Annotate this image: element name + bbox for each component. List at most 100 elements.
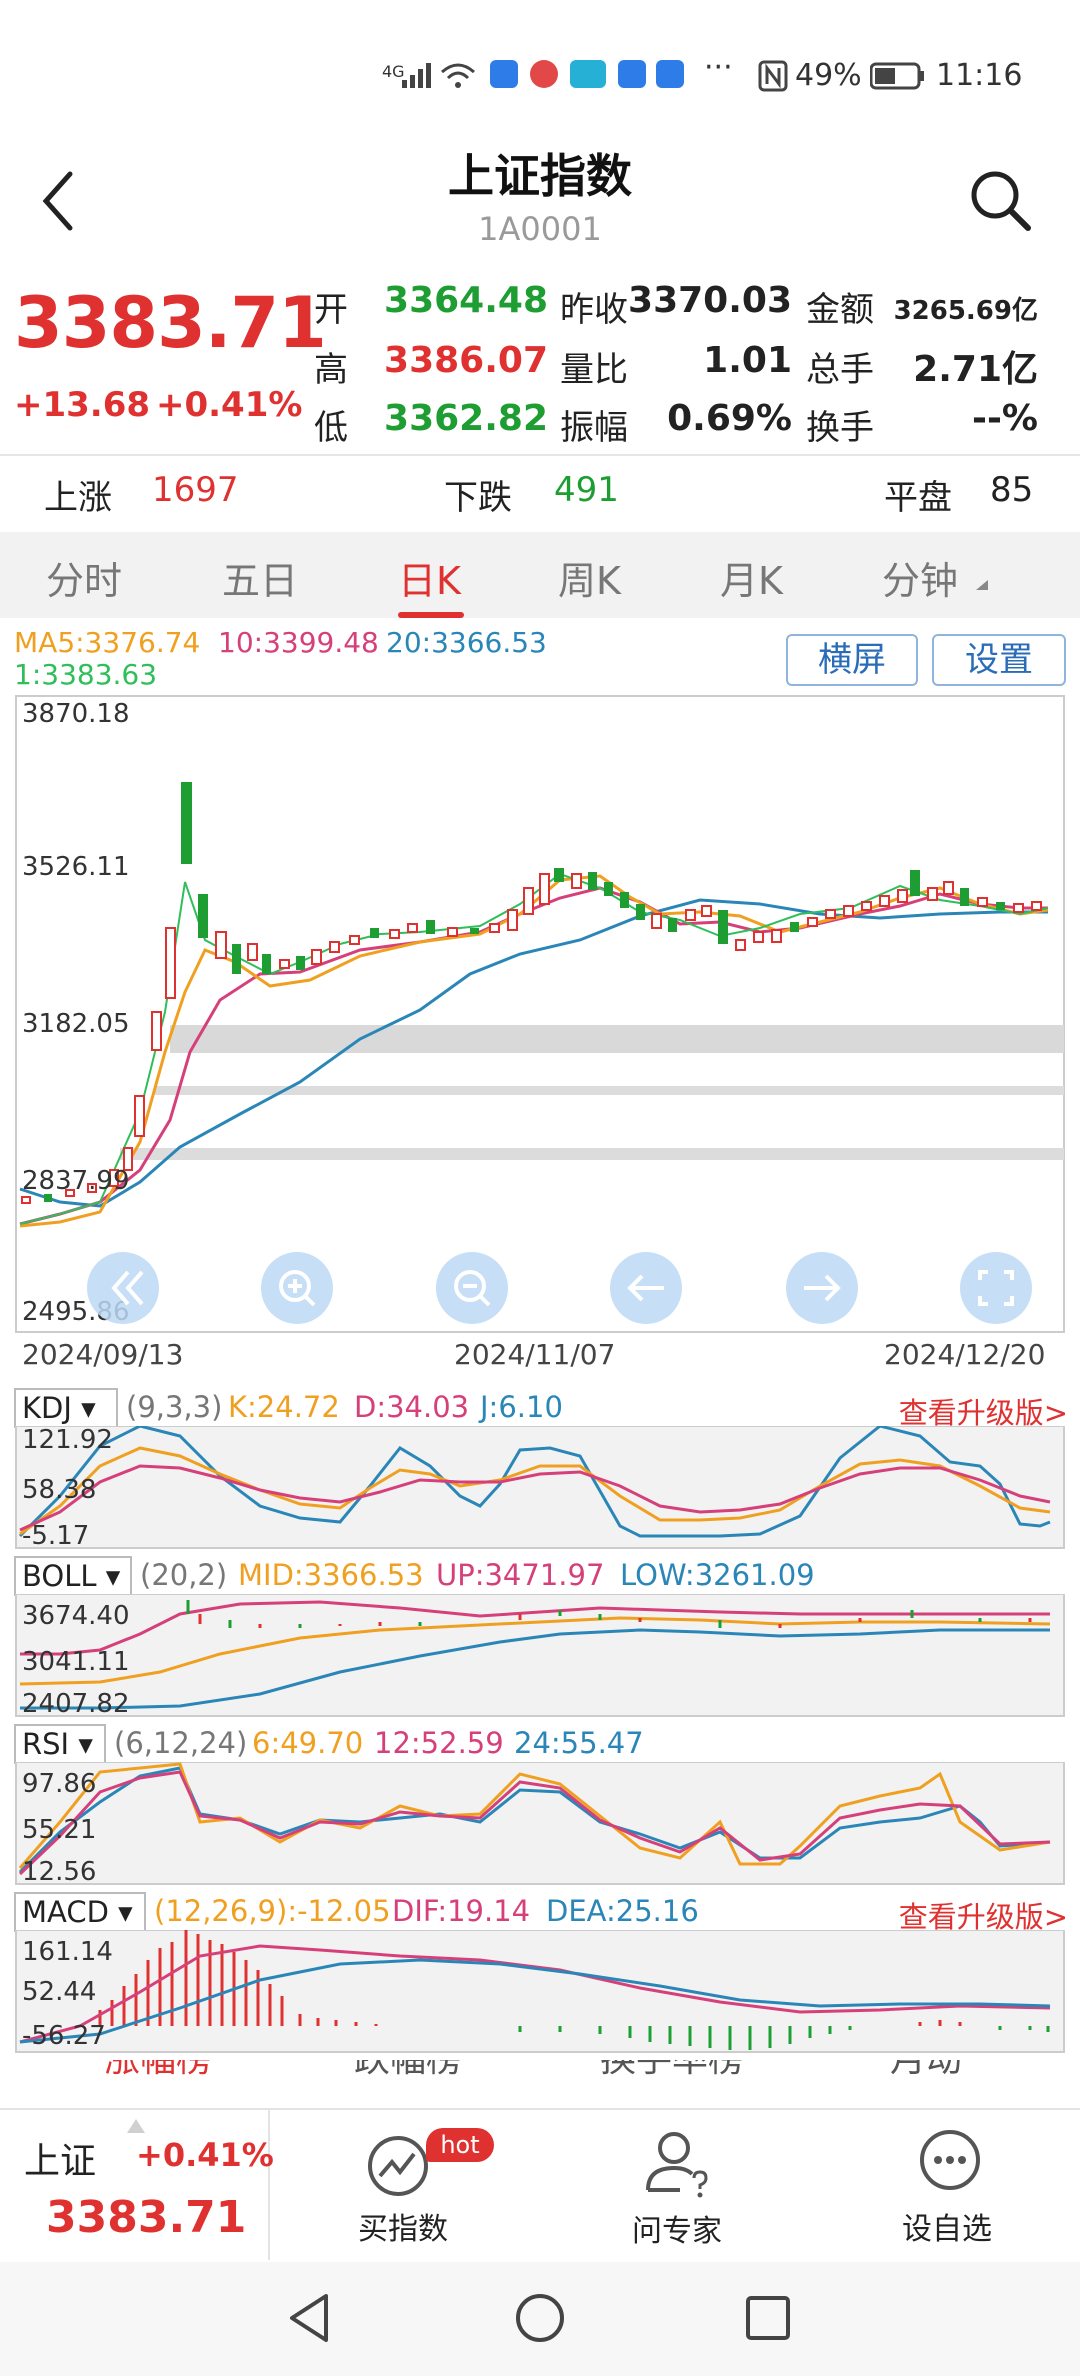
boll-y-tick: 3674.40 xyxy=(22,1601,130,1631)
tab-daily-k[interactable]: 日K xyxy=(398,559,461,603)
tab-monthly-move[interactable]: 月动 xyxy=(890,2060,962,2082)
zoom-in-button[interactable] xyxy=(261,1252,333,1324)
expert-icon xyxy=(646,2132,708,2198)
tab-monthly-k[interactable]: 月K xyxy=(720,559,783,603)
landscape-button[interactable]: 横屏 xyxy=(786,634,918,686)
kdj-name: KDJ xyxy=(22,1391,72,1425)
macd-upgrade-link[interactable]: 查看升级版> xyxy=(898,1900,1068,1934)
back-icon[interactable] xyxy=(40,170,76,232)
down-count-label: 下跌 xyxy=(444,478,512,518)
kline-chart[interactable]: 3870.18 3526.11 3182.05 2837.99 2495.86 xyxy=(0,692,1080,1382)
boll-params: (20,2) xyxy=(140,1558,228,1592)
zoom-out-button[interactable] xyxy=(436,1252,508,1324)
tab-turnover[interactable]: 换手率榜 xyxy=(600,2060,744,2082)
ask-expert-button[interactable]: 问专家 xyxy=(600,2110,760,2260)
macd-selector[interactable]: MACD ▾ xyxy=(14,1892,146,1932)
rsi-12: 12:52.59 xyxy=(374,1726,504,1760)
ma5-value: MA5:3376.74 xyxy=(14,626,201,659)
tab-five-day[interactable]: 五日 xyxy=(222,559,299,603)
turnover-label: 换手 xyxy=(806,408,874,448)
status-bar: 4G ··· 49% 11:16 xyxy=(0,0,1080,135)
index-summary[interactable]: 上证 +0.41% 3383.71 xyxy=(0,2110,274,2260)
dropdown-triangle-icon xyxy=(976,580,988,590)
turnover-value: --% xyxy=(972,398,1038,439)
ma10-line xyxy=(19,886,1048,1226)
macd-dea: DEA:25.16 xyxy=(546,1894,699,1928)
macd-params: (12,26,9):-12.05 xyxy=(154,1894,391,1928)
recents-nav-icon[interactable] xyxy=(744,2294,792,2342)
macd-name: MACD xyxy=(22,1895,109,1929)
boll-low: LOW:3261.09 xyxy=(620,1558,815,1592)
amount-label: 金额 xyxy=(806,290,874,330)
rsi-selector[interactable]: RSI ▾ xyxy=(14,1724,106,1764)
total-volume-label: 总手 xyxy=(806,350,874,390)
support-band xyxy=(170,1025,1064,1053)
y-tick: 3526.11 xyxy=(22,852,130,882)
ma20-line xyxy=(19,898,1048,1208)
fullscreen-button[interactable] xyxy=(960,1252,1032,1324)
support-band xyxy=(155,1086,1064,1095)
price-change: +13.68 xyxy=(14,385,151,425)
tab-weekly-k[interactable]: 周K xyxy=(558,559,621,603)
tab-losers[interactable]: 跌幅榜 xyxy=(354,2060,462,2082)
ma1-value: 1:3383.63 xyxy=(14,658,158,691)
nfc-icon xyxy=(758,60,788,92)
index-short-name: 上证 xyxy=(24,2141,97,2182)
active-tab-indicator xyxy=(398,612,464,618)
amplitude-label: 振幅 xyxy=(560,408,628,448)
boll-y-tick: 3041.11 xyxy=(22,1647,130,1677)
kdj-upgrade-link[interactable]: 查看升级版> xyxy=(898,1396,1068,1430)
open-label: 开 xyxy=(314,290,348,330)
buy-index-button[interactable]: hot 买指数 xyxy=(320,2110,494,2260)
rsi-name: RSI xyxy=(22,1727,70,1761)
kdj-y-tick: -5.17 xyxy=(22,1521,89,1551)
rsi-y-tick: 97.86 xyxy=(22,1769,96,1799)
ma10-value: 10:3399.48 xyxy=(218,626,379,659)
add-watchlist-button[interactable]: 设自选 xyxy=(870,2110,1030,2260)
search-icon[interactable] xyxy=(968,168,1032,232)
kdj-j: J:6.10 xyxy=(480,1390,563,1424)
volume-ratio-label: 量比 xyxy=(560,350,628,390)
scroll-left-button[interactable] xyxy=(610,1252,682,1324)
kdj-chart: 121.92 58.38 -5.17 xyxy=(15,1426,1065,1551)
battery-percent: 49% xyxy=(795,58,862,93)
scroll-right-button[interactable] xyxy=(786,1252,858,1324)
chart-period-tabs xyxy=(0,532,1080,618)
rsi-params: (6,12,24) xyxy=(114,1726,248,1760)
boll-mid: MID:3366.53 xyxy=(238,1558,424,1592)
tab-intraday[interactable]: 分时 xyxy=(46,559,123,603)
current-price: 3383.71 xyxy=(14,282,327,364)
settings-button[interactable]: 设置 xyxy=(932,634,1066,686)
amount-value: 3265.69亿 xyxy=(893,296,1038,326)
boll-y-tick: 2407.82 xyxy=(22,1689,130,1719)
amplitude-value: 0.69% xyxy=(667,398,792,439)
kdj-y-tick: 58.38 xyxy=(22,1475,96,1505)
home-nav-icon[interactable] xyxy=(514,2292,566,2344)
y-tick: 3870.18 xyxy=(22,699,130,729)
back-nav-icon[interactable] xyxy=(286,2292,334,2344)
tab-minute[interactable]: 分钟 xyxy=(882,559,959,603)
open-value: 3364.48 xyxy=(384,280,548,321)
prev-close-value: 3370.03 xyxy=(628,280,792,321)
y-tick: 3182.05 xyxy=(22,1009,130,1039)
kdj-d: D:34.03 xyxy=(354,1390,470,1424)
kdj-selector[interactable]: KDJ ▾ xyxy=(14,1388,118,1428)
prev-close-label: 昨收 xyxy=(560,290,628,330)
low-value: 3362.82 xyxy=(384,398,548,439)
divider xyxy=(0,454,1080,456)
boll-selector[interactable]: BOLL ▾ xyxy=(14,1556,132,1596)
buy-index-label: 买指数 xyxy=(358,2212,448,2247)
tab-gainers[interactable]: 涨幅榜 xyxy=(104,2060,212,2082)
up-count: 1697 xyxy=(152,470,239,510)
scroll-left-fast-button[interactable] xyxy=(87,1252,159,1324)
more-notifications-icon: ··· xyxy=(704,50,733,85)
bottom-action-bar: 上证 +0.41% 3383.71 hot 买指数 问专家 xyxy=(0,2108,1080,2260)
x-date-start: 2024/09/13 xyxy=(22,1338,183,1371)
up-count-label: 上涨 xyxy=(44,478,112,518)
ma20-value: 20:3366.53 xyxy=(386,626,547,659)
high-value: 3386.07 xyxy=(384,340,548,381)
flat-count-label: 平盘 xyxy=(884,478,952,518)
add-watchlist-label: 设自选 xyxy=(902,2212,992,2247)
rsi-y-tick: 12.56 xyxy=(22,1857,96,1887)
map-notification-icon xyxy=(530,60,558,88)
